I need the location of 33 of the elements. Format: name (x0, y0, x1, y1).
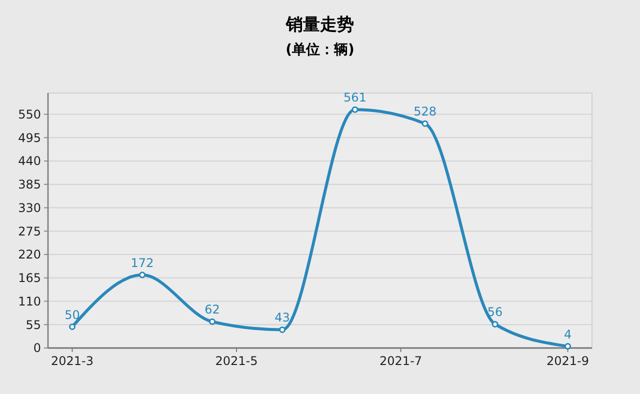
y-tick-label: 110 (18, 294, 41, 308)
y-tick-label: 330 (18, 200, 41, 215)
y-tick-label: 165 (18, 271, 41, 286)
x-tick-label: 2021-9 (546, 354, 590, 368)
x-tick-label: 2021-5 (215, 354, 258, 368)
point (139, 272, 146, 278)
y-tick-label: 440 (18, 154, 41, 168)
chart-title: 销量走势 (285, 15, 354, 35)
y-tick-label: 220 (18, 248, 41, 262)
data-label: 561 (344, 90, 366, 105)
point (68, 324, 76, 330)
data-label: 528 (414, 104, 436, 119)
y-tick-label: 0 (33, 341, 41, 356)
y-tick-label: 275 (18, 224, 41, 238)
y-tick-label: 495 (18, 130, 41, 145)
y-tick-label: 55 (26, 318, 41, 332)
y-tick-label: 550 (18, 107, 41, 122)
point (209, 318, 216, 325)
point (564, 343, 572, 350)
point (279, 326, 286, 333)
point (422, 120, 428, 127)
data-label: 50 (64, 308, 80, 322)
data-label: 56 (487, 305, 503, 320)
x-tick-label: 2021-7 (380, 354, 422, 368)
chart-subtitle: (单位：辆) (286, 42, 354, 58)
data-label: 4 (564, 327, 572, 342)
y-tick-label: 385 (18, 178, 41, 192)
data-label: 43 (274, 310, 290, 325)
data-label: 172 (130, 256, 154, 270)
point (492, 320, 498, 328)
data-label: 62 (204, 302, 220, 317)
point (352, 106, 358, 113)
x-tick-label: 2021-3 (50, 354, 94, 368)
